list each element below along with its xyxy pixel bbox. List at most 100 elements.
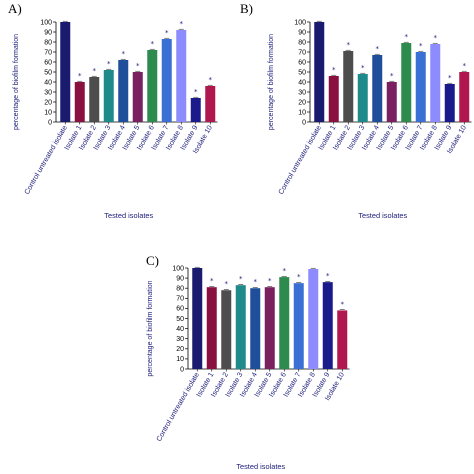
- y-tick-label: 10: [176, 356, 184, 363]
- bar: [372, 55, 383, 122]
- y-tick-label: 80: [298, 39, 306, 46]
- bar: [308, 269, 319, 369]
- bar: [60, 22, 71, 122]
- bar: [176, 30, 187, 122]
- y-tick-label: 100: [294, 19, 306, 26]
- significance-star: *: [93, 67, 97, 75]
- y-tick-label: 50: [176, 316, 184, 323]
- y-tick-label: 0: [302, 119, 306, 126]
- significance-star: *: [434, 34, 438, 42]
- y-tick-label: 90: [44, 29, 52, 36]
- y-axis-title: percentage of biofilm formation: [13, 34, 20, 130]
- bar: [459, 72, 470, 122]
- significance-star: *: [254, 278, 258, 286]
- y-tick-label: 80: [44, 39, 52, 46]
- y-tick-label: 60: [176, 306, 184, 313]
- bar: [132, 72, 143, 122]
- panel-letter: C): [146, 253, 159, 268]
- y-tick-label: 30: [176, 336, 184, 343]
- bar: [206, 287, 217, 369]
- bar: [293, 283, 304, 369]
- y-axis-title: percentage of biofilm formation: [268, 34, 275, 130]
- chart-panel-2: B) 0 10 20 30 40 50 60 70 80 90 100 Control untreate…: [240, 1, 472, 220]
- bar: [192, 268, 203, 369]
- panel-letter: A): [8, 1, 22, 16]
- chart-panel-1: A) 0 10 20 30 40 50 60 70 80 90 100 Control untreate…: [8, 1, 218, 220]
- significance-star: *: [361, 64, 365, 72]
- significance-star: *: [107, 60, 111, 68]
- significance-star: *: [376, 45, 380, 53]
- y-tick-label: 50: [44, 69, 52, 76]
- significance-star: *: [136, 62, 140, 70]
- bar: [337, 310, 348, 369]
- bar: [205, 86, 216, 122]
- y-tick-label: 70: [44, 49, 52, 56]
- significance-star: *: [326, 272, 330, 280]
- bar: [221, 290, 232, 369]
- bar: [322, 282, 333, 369]
- bar: [161, 39, 172, 122]
- significance-star: *: [332, 66, 336, 74]
- significance-star: *: [180, 20, 184, 28]
- y-tick-label: 50: [298, 69, 306, 76]
- significance-star: *: [78, 72, 82, 80]
- y-tick-label: 100: [172, 265, 184, 272]
- y-tick-label: 0: [180, 366, 184, 373]
- bar: [147, 50, 158, 122]
- y-tick-label: 90: [298, 29, 306, 36]
- x-tick-label: Control untreated isolate: [154, 370, 201, 442]
- significance-star: *: [297, 273, 301, 281]
- bar: [357, 74, 368, 122]
- bar: [328, 76, 339, 122]
- y-tick-label: 0: [48, 119, 52, 126]
- bar: [314, 22, 325, 122]
- chart-panel-3: C) 0 10 20 30 40 50 60 70 80 90 100 Control untreate…: [146, 253, 350, 471]
- significance-star: *: [390, 72, 394, 80]
- y-tick-label: 40: [44, 79, 52, 86]
- y-tick-label: 100: [40, 19, 52, 26]
- y-tick-label: 10: [44, 109, 52, 116]
- y-tick-label: 70: [298, 49, 306, 56]
- bar: [190, 98, 201, 122]
- y-tick-label: 90: [176, 275, 184, 282]
- y-tick-label: 60: [298, 59, 306, 66]
- significance-star: *: [209, 76, 213, 84]
- x-axis-title: Tested isolates: [358, 211, 407, 220]
- y-tick-label: 40: [176, 326, 184, 333]
- y-tick-label: 60: [44, 59, 52, 66]
- y-tick-label: 30: [298, 89, 306, 96]
- bar: [386, 82, 397, 122]
- y-tick-label: 80: [176, 286, 184, 293]
- bar: [279, 277, 290, 369]
- bar: [235, 285, 246, 369]
- bar: [343, 51, 354, 122]
- y-tick-label: 20: [44, 99, 52, 106]
- x-tick-label: Control untreated isolate: [22, 123, 69, 195]
- y-tick-label: 20: [298, 99, 306, 106]
- y-tick-label: 30: [44, 89, 52, 96]
- significance-star: *: [341, 300, 345, 308]
- bar: [264, 287, 275, 369]
- bar: [74, 82, 85, 122]
- y-axis-title: percentage of biofilm formation: [147, 280, 154, 376]
- x-tick-label: Control untreated isolate: [276, 123, 323, 195]
- significance-star: *: [151, 40, 155, 48]
- bar: [250, 288, 261, 369]
- significance-star: *: [419, 42, 423, 50]
- significance-star: *: [122, 50, 126, 58]
- bar: [118, 60, 129, 122]
- significance-star: *: [405, 33, 409, 41]
- y-tick-label: 20: [176, 346, 184, 353]
- y-tick-label: 70: [176, 296, 184, 303]
- bar: [401, 43, 412, 122]
- significance-star: *: [210, 277, 214, 285]
- significance-star: *: [225, 280, 229, 288]
- y-tick-label: 10: [298, 109, 306, 116]
- panel-letter: B): [240, 1, 253, 16]
- significance-star: *: [448, 74, 452, 82]
- bar: [89, 77, 100, 122]
- bar: [415, 52, 426, 122]
- y-tick-label: 40: [298, 79, 306, 86]
- bar: [430, 44, 441, 122]
